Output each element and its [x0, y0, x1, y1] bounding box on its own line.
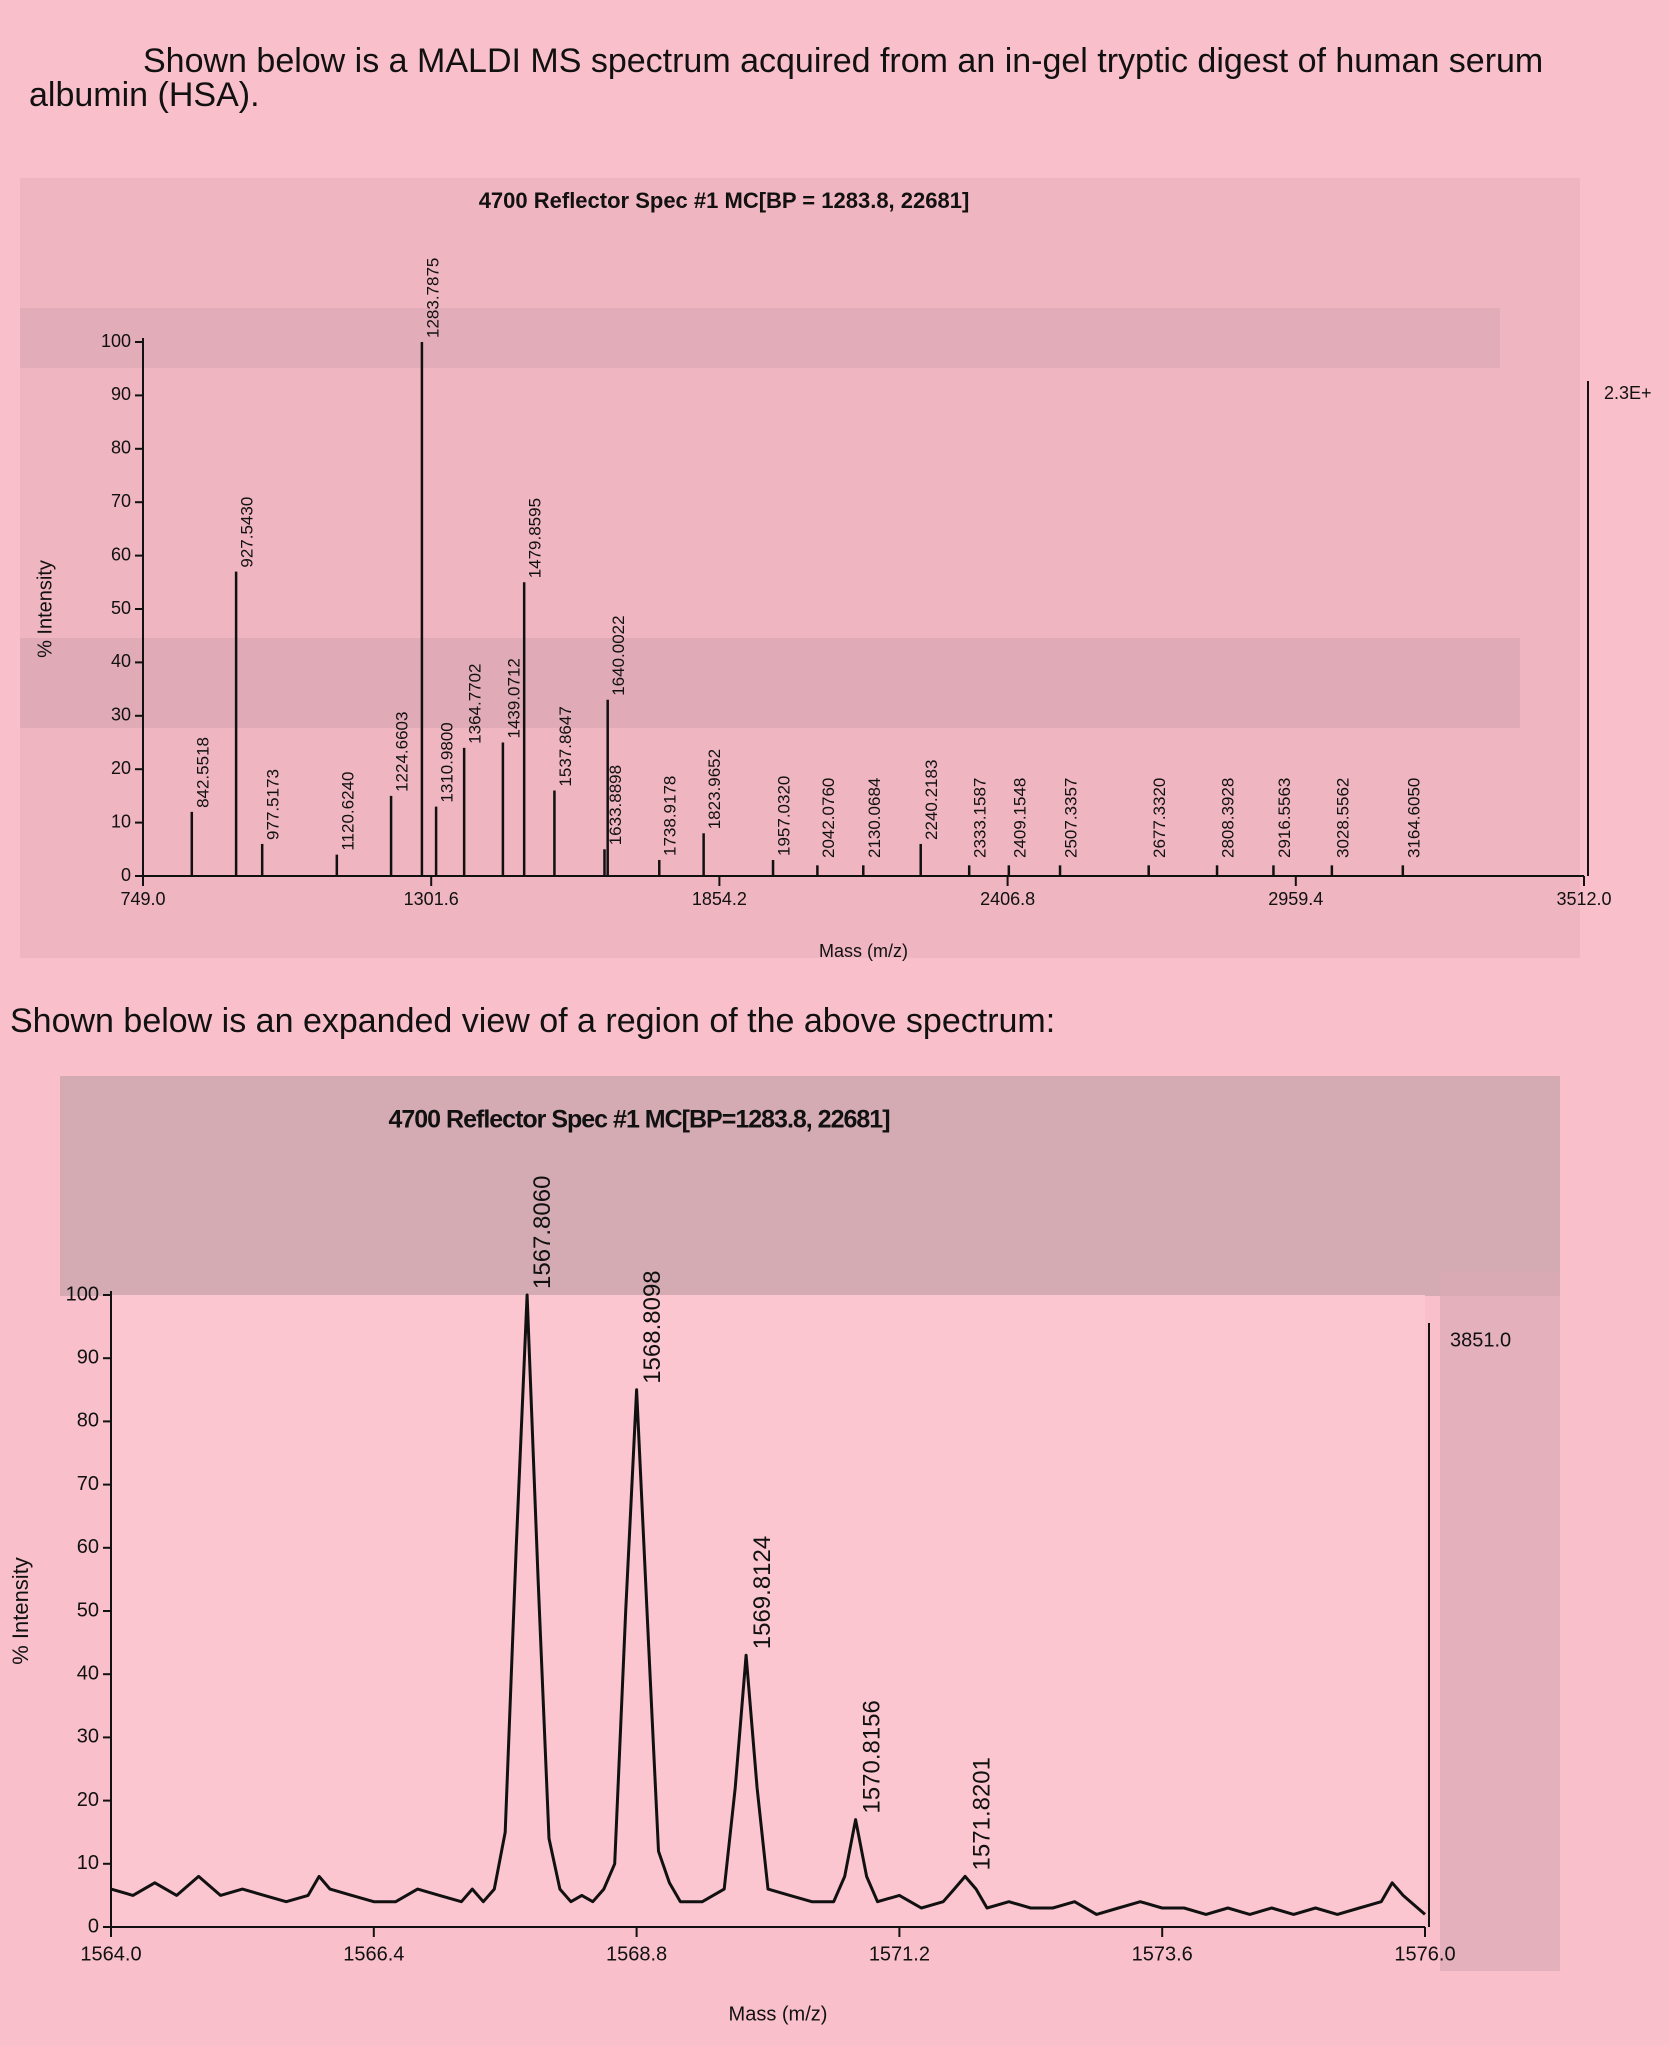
- peak-label: 2677.3320: [1150, 778, 1169, 858]
- y-tick-label: 90: [111, 384, 131, 404]
- x-tick-label: 1568.8: [606, 1943, 667, 1965]
- peak-label: 3164.6050: [1404, 778, 1423, 858]
- peak-label: 927.5430: [238, 497, 257, 568]
- y-axis-label: % Intensity: [34, 560, 56, 658]
- y-tick-label: 80: [77, 1410, 99, 1432]
- peak-label: 1957.0320: [775, 776, 794, 856]
- y-tick-label: 90: [77, 1346, 99, 1368]
- x-tick-label: 1301.6: [404, 889, 459, 909]
- y-tick-label: 100: [101, 331, 131, 351]
- y-tick-label: 60: [111, 544, 131, 564]
- peak-label: 1120.6240: [338, 772, 357, 851]
- scan-smudge: [1440, 1271, 1560, 1971]
- y-tick-label: 30: [77, 1726, 99, 1748]
- peak-label: 1823.9652: [705, 749, 724, 829]
- y-tick-label: 20: [111, 758, 131, 778]
- x-tick-label: 1566.4: [343, 1943, 404, 1965]
- peak-label: 2042.0760: [819, 778, 838, 858]
- y-tick-label: 80: [111, 438, 131, 458]
- scan-smudge: [20, 308, 1500, 368]
- y-tick-label: 100: [66, 1283, 99, 1305]
- peak-label: 1738.9178: [661, 776, 680, 856]
- x-tick-label: 2959.4: [1268, 889, 1323, 909]
- x-tick-label: 1571.2: [869, 1943, 930, 1965]
- x-tick-label: 1564.0: [80, 1943, 141, 1965]
- peak-label: 2808.3928: [1219, 778, 1238, 858]
- chart-title: 4700 Reflector Spec #1 MC[BP=1283.8, 226…: [388, 1106, 889, 1134]
- expanded-text: Shown below is an expanded view of a reg…: [10, 1002, 1056, 1040]
- x-axis-label: Mass (m/z): [819, 941, 908, 961]
- x-tick-label: 3512.0: [1556, 889, 1611, 909]
- y-tick-label: 60: [77, 1536, 99, 1558]
- peak-label: 1568.8098: [639, 1270, 666, 1383]
- peak-label: 1310.9800: [438, 722, 457, 802]
- chart-title: 4700 Reflector Spec #1 MC[BP = 1283.8, 2…: [479, 188, 970, 213]
- peak-label: 1567.8060: [529, 1176, 556, 1289]
- spectrum-line: [110, 1293, 1426, 1916]
- peak-label: 1439.0712: [504, 658, 523, 738]
- peak-label: 1571.8201: [969, 1757, 996, 1870]
- peak-label: 2333.1587: [971, 778, 990, 858]
- peak-label: 977.5173: [264, 769, 283, 840]
- scan-smudge: [60, 1076, 1560, 1296]
- peak-label: 1283.7875: [423, 258, 442, 338]
- x-axis-label: Mass (m/z): [729, 2003, 828, 2025]
- peak-label: 1633.8898: [606, 765, 625, 845]
- x-tick-label: 749.0: [120, 889, 165, 909]
- y-tick-label: 0: [88, 1915, 99, 1937]
- x-tick-label: 1854.2: [692, 889, 747, 909]
- y-axis-label: % Intensity: [8, 1557, 33, 1665]
- y-tick-label: 40: [111, 651, 131, 671]
- peak-label: 1537.8647: [556, 706, 575, 786]
- y-tick-label: 70: [111, 491, 131, 511]
- x-tick-label: 1573.6: [1132, 1943, 1193, 1965]
- y-tick-label: 0: [121, 865, 131, 885]
- y-tick-label: 70: [77, 1473, 99, 1495]
- y-tick-label: 10: [77, 1852, 99, 1874]
- peak-label: 2409.1548: [1010, 778, 1029, 858]
- peak-label: 1570.8156: [859, 1700, 886, 1813]
- right-axis-label: 3851.0: [1450, 1329, 1511, 1351]
- y-tick-label: 10: [111, 811, 131, 831]
- y-tick-label: 50: [77, 1599, 99, 1621]
- plot-area: [111, 1295, 1425, 1927]
- peak-label: 1364.7702: [466, 663, 485, 743]
- scan-smudge: [20, 638, 1520, 728]
- x-tick-label: 1576.0: [1394, 1943, 1455, 1965]
- right-axis-label: 2.3E+: [1604, 383, 1652, 403]
- peak-label: 2130.0684: [865, 778, 884, 858]
- peak-label: 1640.0022: [609, 615, 628, 695]
- spectrum-chart: 4700 Reflector Spec #1 MC[BP = 1283.8, 2…: [20, 178, 1652, 961]
- y-tick-label: 50: [111, 598, 131, 618]
- peak-label: 1479.8595: [526, 498, 545, 578]
- peak-label: 3028.5562: [1333, 778, 1352, 858]
- peak-label: 2240.2183: [922, 760, 941, 840]
- y-tick-label: 40: [77, 1662, 99, 1684]
- y-tick-label: 30: [111, 705, 131, 725]
- peak-label: 1224.6603: [393, 712, 412, 792]
- peak-label: 2916.5563: [1275, 778, 1294, 858]
- intro-text: Shown below is a MALDI MS spectrum acqui…: [29, 42, 1544, 114]
- y-tick-label: 20: [77, 1789, 99, 1811]
- x-tick-label: 2406.8: [980, 889, 1035, 909]
- expanded-chart: 4700 Reflector Spec #1 MC[BP=1283.8, 226…: [8, 1076, 1560, 2025]
- peak-label: 1569.8124: [749, 1536, 776, 1649]
- peak-label: 842.5518: [193, 737, 212, 808]
- peak-label: 2507.3357: [1062, 778, 1081, 858]
